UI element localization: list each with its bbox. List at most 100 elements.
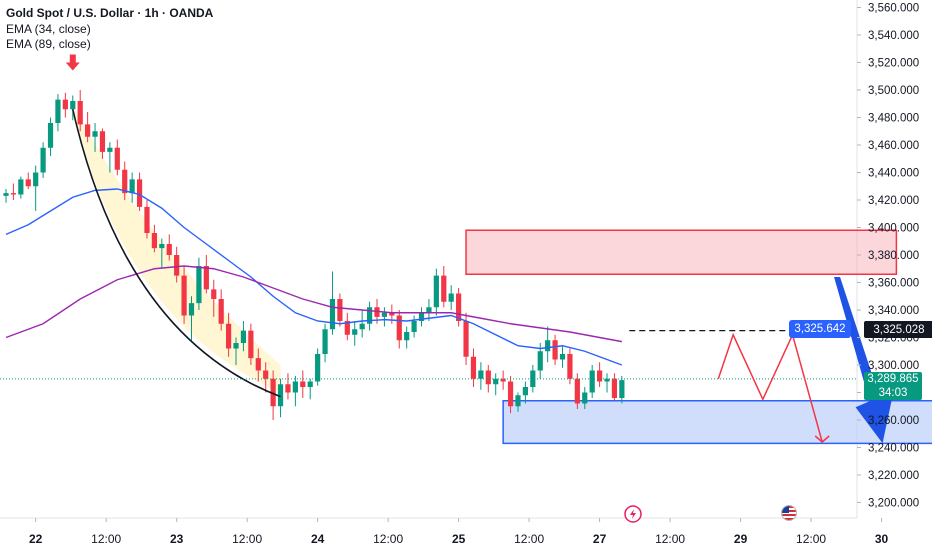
y-tick-label: 3,460.000 — [868, 140, 919, 152]
projection-arrowhead — [814, 435, 830, 443]
legend-title: Gold Spot / U.S. Dollar · 1h · OANDA — [6, 6, 214, 20]
candle-body — [545, 340, 551, 352]
candle-body — [85, 124, 91, 137]
candle-body — [404, 332, 410, 341]
flag-stripe — [782, 514, 796, 516]
candle-body — [500, 378, 506, 382]
x-tick-label: 23 — [170, 532, 184, 546]
us-flag-event-icon — [782, 506, 796, 520]
projection-zigzag — [717, 332, 823, 443]
candle-body — [478, 370, 484, 379]
y-tick-label: 3,560.000 — [868, 3, 919, 15]
candle-body — [47, 123, 54, 148]
legend-ema34[interactable]: EMA (34, close) — [6, 21, 91, 36]
y-tick-label: 3,520.000 — [868, 58, 919, 70]
candle-body — [70, 101, 76, 110]
x-tick-label: 27 — [593, 532, 607, 546]
candle-body — [10, 193, 17, 195]
y-tick-label: 3,360.000 — [868, 278, 919, 290]
candle-body — [203, 266, 209, 290]
x-tick-label: 12:00 — [91, 532, 121, 546]
candle-body — [426, 307, 432, 313]
dashed-level-axis-tag: 3,325.028 — [864, 321, 932, 338]
candle-body — [515, 395, 521, 407]
candle-body — [92, 131, 98, 137]
last-price-tag: 3,289.865 34:03 — [864, 372, 922, 400]
candle-body — [522, 387, 528, 396]
candle-body — [18, 179, 24, 195]
candle-body — [174, 255, 180, 276]
x-tick-label: 24 — [311, 532, 325, 546]
candle-body — [352, 329, 358, 335]
x-tick-label: 22 — [29, 532, 43, 546]
candle-body — [381, 312, 388, 317]
candle-body — [589, 370, 595, 393]
candle-body — [188, 303, 195, 316]
candle-body — [315, 354, 321, 382]
y-tick-label: 3,400.000 — [868, 223, 919, 235]
candle-body — [456, 293, 462, 321]
candle-body — [604, 378, 610, 382]
candle-body — [418, 312, 425, 321]
candle-body — [411, 321, 417, 332]
trend-curve — [71, 109, 281, 398]
y-tick-label: 3,260.000 — [868, 415, 919, 427]
candle-body — [582, 392, 588, 404]
candle-body — [196, 266, 202, 304]
candle-body — [619, 380, 625, 398]
icon-layer — [65, 54, 797, 523]
candle-body — [40, 147, 46, 173]
y-tick-label: 3,340.000 — [868, 305, 919, 317]
ema34-line — [5, 188, 623, 366]
candle-body — [144, 206, 150, 233]
candle-body — [270, 378, 276, 407]
ema89-line — [5, 265, 622, 343]
candle-body — [62, 99, 68, 110]
flag-stripe — [782, 518, 796, 520]
candle-body — [25, 179, 31, 187]
x-tick-label: 30 — [875, 532, 889, 546]
candle-body — [389, 312, 395, 316]
x-tick-label: 25 — [452, 532, 466, 546]
candle-body — [448, 293, 454, 302]
candle-body — [3, 193, 9, 196]
candle-body — [122, 169, 128, 194]
supply-zone — [465, 229, 898, 275]
candle-body — [151, 233, 157, 249]
candle-body — [159, 244, 165, 249]
y-tick-label: 3,300.000 — [868, 360, 919, 372]
candle-body — [337, 299, 343, 321]
candle-body — [77, 101, 83, 125]
legend-ema89[interactable]: EMA (89, close) — [6, 37, 91, 51]
down-arrow-marker-icon — [65, 54, 80, 71]
x-tick-label: 12:00 — [232, 532, 262, 546]
candle-body — [255, 358, 261, 371]
candle-body — [597, 370, 603, 382]
candle-body — [226, 323, 232, 349]
y-tick-label: 3,380.000 — [868, 250, 919, 262]
big-down-arrow — [834, 277, 894, 444]
candle-layer — [3, 90, 625, 420]
candle-body — [493, 378, 499, 385]
x-tick-label: 29 — [734, 532, 748, 546]
x-tick-label: 12:00 — [655, 532, 685, 546]
chart-legend: Gold Spot / U.S. Dollar · 1h · OANDA EMA… — [6, 6, 213, 53]
candle-body — [559, 354, 566, 360]
candle-body — [485, 370, 491, 385]
candle-body — [107, 147, 113, 152]
candle-body — [285, 384, 291, 393]
candle-body — [470, 356, 477, 379]
candle-body — [300, 381, 306, 387]
candle-body — [136, 179, 143, 207]
candle-body — [611, 378, 618, 398]
flag-ring — [781, 505, 797, 521]
candle-body — [366, 307, 373, 324]
x-tick-label: 12:00 — [796, 532, 826, 546]
y-tick-label: 3,220.000 — [868, 470, 919, 482]
y-tick-label: 3,240.000 — [868, 443, 919, 455]
candle-body — [396, 315, 402, 341]
candle-body — [181, 275, 187, 316]
y-tick-label: 3,500.000 — [868, 85, 919, 97]
flash-bolt-icon — [630, 509, 636, 519]
